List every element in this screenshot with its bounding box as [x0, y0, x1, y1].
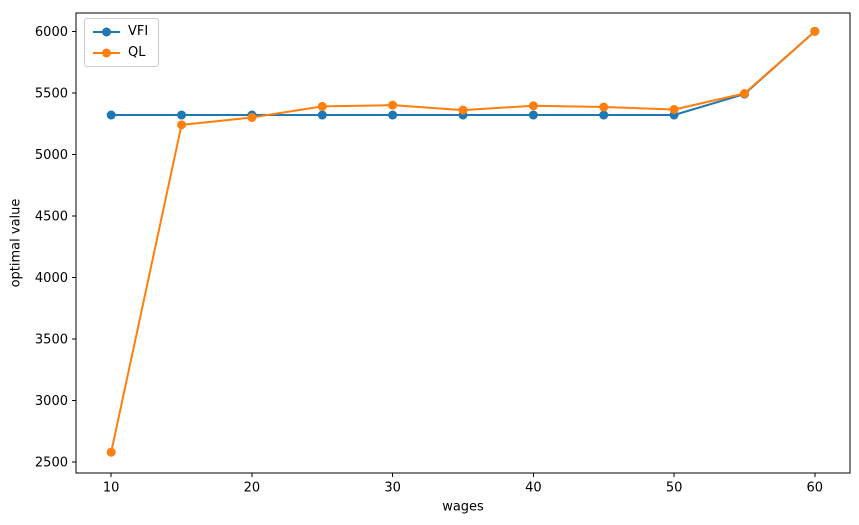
- y-tick-label: 2500: [35, 456, 68, 471]
- marker-vfi: [388, 110, 398, 120]
- y-tick-label: 6000: [35, 25, 68, 40]
- x-tick-label: 40: [525, 481, 542, 496]
- marker-ql: [106, 447, 116, 457]
- y-tick-label: 3500: [35, 332, 68, 347]
- y-tick-label: 3000: [35, 394, 68, 409]
- marker-ql: [669, 104, 679, 114]
- x-tick-label: 30: [384, 481, 401, 496]
- x-axis-label: wages: [442, 499, 484, 515]
- marker-vfi: [528, 110, 538, 120]
- x-tick-label: 10: [103, 481, 120, 496]
- x-tick-label: 50: [666, 481, 683, 496]
- y-tick-label: 5500: [35, 86, 68, 101]
- marker-ql: [317, 101, 327, 111]
- legend-sample-ql-icon: [93, 48, 120, 58]
- y-tick-label: 5000: [35, 148, 68, 163]
- legend-label-ql: QL: [128, 45, 146, 60]
- legend: VFI QL: [84, 18, 160, 67]
- x-tick-label: 20: [244, 481, 261, 496]
- y-axis-label: optimal value: [8, 198, 24, 288]
- marker-ql: [528, 101, 538, 111]
- legend-label-vfi: VFI: [128, 24, 149, 39]
- marker-ql: [739, 88, 749, 98]
- marker-vfi: [106, 110, 116, 120]
- legend-item-vfi: VFI: [92, 23, 148, 41]
- plot-border: [75, 12, 851, 474]
- x-tick-label: 60: [807, 481, 824, 496]
- marker-ql: [810, 26, 820, 36]
- marker-ql: [247, 112, 257, 122]
- marker-ql: [599, 102, 609, 112]
- legend-sample-vfi-icon: [93, 27, 120, 37]
- series-line-ql: [110, 30, 816, 453]
- marker-vfi: [317, 110, 327, 120]
- y-tick-label: 4000: [35, 271, 68, 286]
- marker-vfi: [177, 110, 187, 120]
- marker-ql: [177, 120, 187, 130]
- legend-item-ql: QL: [92, 44, 148, 62]
- y-tick-label: 4500: [35, 209, 68, 224]
- marker-ql: [388, 100, 398, 110]
- marker-vfi: [599, 110, 609, 120]
- marker-ql: [458, 105, 468, 115]
